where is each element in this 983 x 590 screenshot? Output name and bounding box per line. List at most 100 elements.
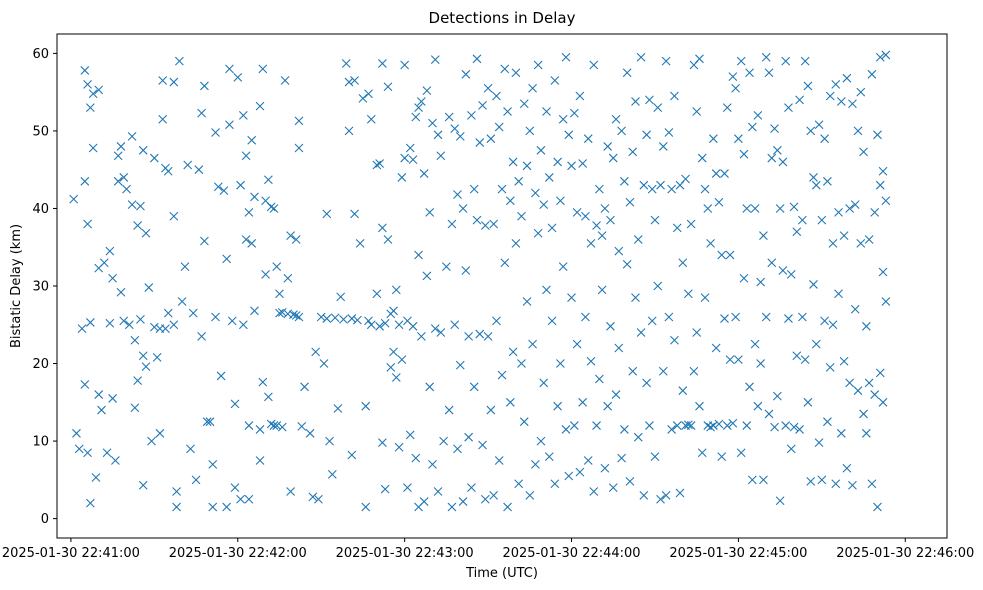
data-point xyxy=(528,339,537,349)
data-point xyxy=(503,107,512,116)
data-point xyxy=(283,273,293,283)
data-point xyxy=(425,382,435,392)
data-point xyxy=(867,69,877,79)
data-point xyxy=(364,89,373,99)
data-point xyxy=(583,456,593,465)
data-point xyxy=(108,273,118,283)
data-point xyxy=(683,289,693,299)
data-point xyxy=(291,235,301,244)
data-point xyxy=(77,324,87,334)
data-point xyxy=(583,134,593,144)
data-point xyxy=(336,292,346,302)
data-point xyxy=(594,184,604,194)
data-point xyxy=(416,97,426,106)
data-point xyxy=(211,128,220,137)
data-point xyxy=(553,157,563,167)
data-point xyxy=(850,304,860,314)
data-point xyxy=(119,316,129,326)
data-point xyxy=(581,211,590,221)
data-point xyxy=(400,153,410,163)
data-point xyxy=(416,332,426,341)
data-point xyxy=(480,494,490,504)
data-point xyxy=(873,502,882,512)
data-point xyxy=(750,204,760,213)
y-tick-label: 0 xyxy=(41,512,49,527)
data-point xyxy=(667,425,677,434)
data-point xyxy=(127,131,137,141)
data-point xyxy=(547,316,557,326)
data-point xyxy=(425,207,435,217)
data-point xyxy=(450,320,460,330)
data-point xyxy=(300,382,309,392)
data-point xyxy=(163,166,173,176)
data-point xyxy=(544,173,554,182)
data-point xyxy=(197,108,207,118)
data-point xyxy=(269,421,279,430)
data-point xyxy=(238,111,248,120)
data-point xyxy=(875,52,885,62)
data-point xyxy=(556,196,565,206)
data-point xyxy=(703,204,713,213)
data-point xyxy=(483,83,493,93)
data-point xyxy=(622,68,632,78)
data-point xyxy=(378,59,387,68)
data-point xyxy=(205,417,215,427)
data-point xyxy=(681,174,690,184)
data-point xyxy=(678,386,688,396)
data-point xyxy=(475,138,485,147)
data-point xyxy=(873,130,882,140)
data-point xyxy=(614,343,624,353)
data-point xyxy=(138,480,148,490)
data-point xyxy=(508,347,518,357)
y-tick-label: 50 xyxy=(32,124,49,139)
data-point xyxy=(561,52,571,62)
data-point xyxy=(859,409,868,419)
data-point xyxy=(222,254,232,264)
data-point xyxy=(386,363,396,372)
data-point xyxy=(611,390,621,399)
data-point xyxy=(111,456,120,465)
data-point xyxy=(358,93,368,103)
data-point xyxy=(670,335,679,345)
data-point xyxy=(180,262,190,272)
data-point xyxy=(784,314,793,323)
data-point xyxy=(611,114,621,124)
x-tick-label: 2025-01-30 22:44:00 xyxy=(502,546,640,561)
data-point xyxy=(83,219,92,229)
data-point xyxy=(152,352,162,362)
data-point xyxy=(533,228,543,238)
data-point xyxy=(839,356,849,366)
data-point xyxy=(683,420,693,430)
y-tick-label: 60 xyxy=(32,47,49,62)
data-point xyxy=(258,377,268,387)
data-point xyxy=(848,480,857,490)
data-point xyxy=(789,202,799,212)
data-point xyxy=(645,421,654,430)
data-point xyxy=(789,422,799,432)
data-point xyxy=(186,444,195,454)
data-point xyxy=(230,483,240,492)
data-point xyxy=(447,502,457,512)
data-point xyxy=(561,425,571,434)
data-point xyxy=(453,190,462,199)
data-point xyxy=(881,297,891,306)
data-point xyxy=(478,440,487,450)
data-point xyxy=(208,459,218,469)
data-point xyxy=(233,73,243,82)
data-point xyxy=(536,436,546,446)
data-point xyxy=(138,351,148,361)
data-point xyxy=(853,386,863,396)
data-point xyxy=(428,459,437,469)
data-point xyxy=(650,215,660,225)
data-point xyxy=(372,289,382,299)
data-point xyxy=(881,196,891,206)
data-point xyxy=(603,401,613,411)
data-point xyxy=(861,428,871,438)
data-point xyxy=(870,390,880,399)
data-point xyxy=(350,76,359,85)
data-point xyxy=(277,307,287,317)
data-point xyxy=(714,419,724,429)
data-point xyxy=(767,258,777,268)
data-point xyxy=(225,64,234,74)
